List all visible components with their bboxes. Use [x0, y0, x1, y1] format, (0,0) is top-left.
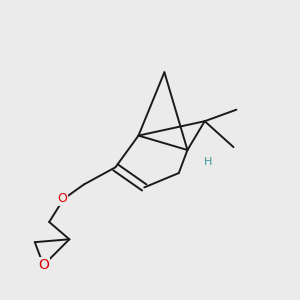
Text: O: O: [38, 258, 49, 272]
Text: H: H: [203, 157, 212, 166]
Text: O: O: [57, 192, 67, 205]
